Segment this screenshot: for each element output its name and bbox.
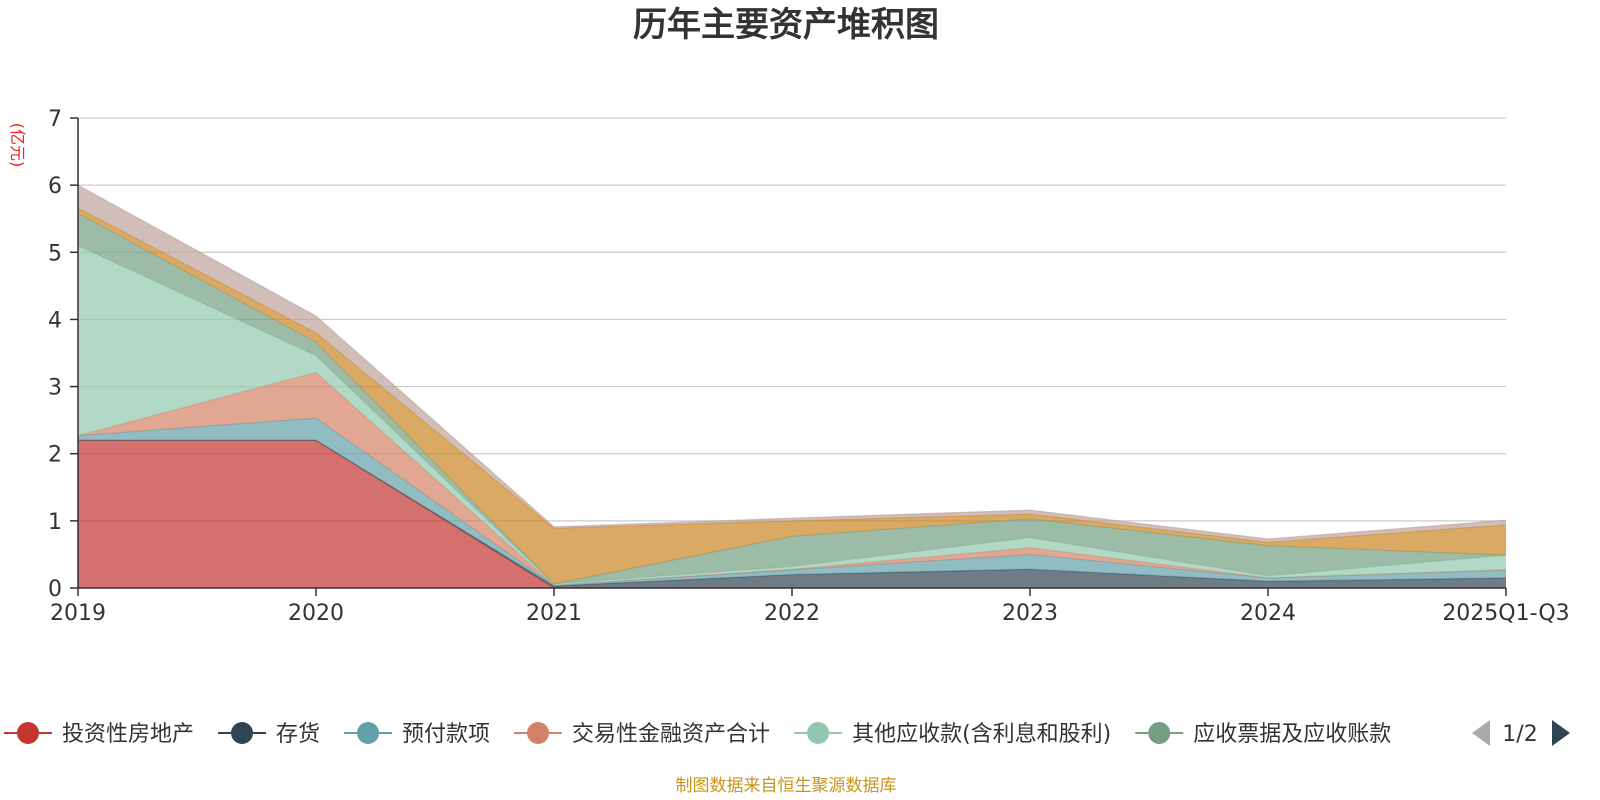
x-tick-label: 2019	[50, 601, 106, 626]
y-tick-label: 4	[48, 308, 62, 333]
y-tick-label: 2	[48, 443, 62, 468]
area-series-6	[78, 207, 1506, 584]
legend-label: 交易性金融资产合计	[572, 722, 770, 747]
area-series-7	[78, 185, 1506, 543]
legend: 投资性房地产 存货 预付款项 交易性金融资产合计 其他应收款(含利息和股利) 应收票据及应…	[4, 720, 1570, 747]
legend-circle-marker	[357, 722, 380, 744]
area-series	[77, 184, 1507, 589]
y-tick-label: 3	[48, 376, 62, 401]
legend-label: 预付款项	[402, 722, 490, 747]
x-tick-label: 2021	[526, 601, 582, 626]
y-tick-label: 5	[48, 241, 62, 266]
legend-circle-marker	[807, 722, 830, 744]
area-series-2	[78, 418, 1506, 586]
y-tick-label: 1	[48, 510, 62, 535]
axes: 0 1 2 3 4 5 6 7 2019 2020 2021 2022 2023 2024 2025Q1-Q…	[48, 107, 1570, 626]
x-tick-label: 2020	[288, 601, 344, 626]
area-series-5	[78, 213, 1506, 584]
area-series-line-7	[77, 184, 1507, 540]
legend-circle-marker	[1148, 722, 1171, 744]
legend-item[interactable]: 应收票据及应收账款	[1135, 722, 1391, 747]
legend-label: 应收票据及应收账款	[1193, 722, 1391, 747]
area-series-0	[78, 440, 1506, 588]
y-tick-label: 7	[48, 107, 62, 132]
legend-circle-marker	[17, 722, 39, 744]
y-tick-label: 6	[48, 174, 62, 199]
y-axis-unit: (亿元)	[8, 123, 27, 168]
legend-circle-marker	[527, 722, 550, 744]
legend-item[interactable]: 存货	[218, 722, 320, 747]
x-tick-label: 2022	[764, 601, 820, 626]
x-tick-label: 2023	[1002, 601, 1058, 626]
legend-page-indicator: 1/2	[1502, 722, 1537, 747]
legend-item[interactable]: 其他应收款(含利息和股利)	[794, 722, 1111, 747]
legend-prev-page-icon[interactable]	[1472, 720, 1490, 746]
source-note: 制图数据来自恒生聚源数据库	[676, 776, 897, 796]
chart-title: 历年主要资产堆积图	[633, 5, 939, 45]
x-tick-label: 2025Q1-Q3	[1442, 601, 1569, 626]
legend-item[interactable]: 投资性房地产	[4, 722, 194, 747]
y-tick-label: 0	[48, 577, 62, 602]
legend-item[interactable]: 预付款项	[344, 722, 490, 747]
legend-next-page-icon[interactable]	[1552, 720, 1570, 746]
x-tick-label: 2024	[1240, 601, 1296, 626]
legend-item[interactable]: 交易性金融资产合计	[514, 722, 770, 747]
legend-label: 其他应收款(含利息和股利)	[852, 722, 1111, 747]
legend-label: 投资性房地产	[62, 722, 194, 747]
legend-label: 存货	[276, 722, 320, 747]
legend-circle-marker	[231, 722, 254, 744]
